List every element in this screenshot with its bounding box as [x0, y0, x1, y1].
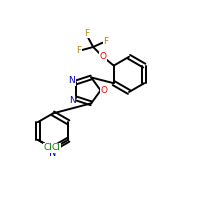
Text: N: N — [68, 76, 75, 85]
Text: F: F — [76, 46, 81, 55]
Text: N: N — [49, 148, 57, 158]
Text: F: F — [103, 37, 109, 46]
Text: F: F — [84, 29, 89, 38]
Text: O: O — [101, 86, 108, 95]
Text: N: N — [69, 96, 76, 105]
Text: O: O — [99, 52, 106, 61]
Text: Cl: Cl — [52, 143, 61, 152]
Text: Cl: Cl — [43, 143, 52, 152]
